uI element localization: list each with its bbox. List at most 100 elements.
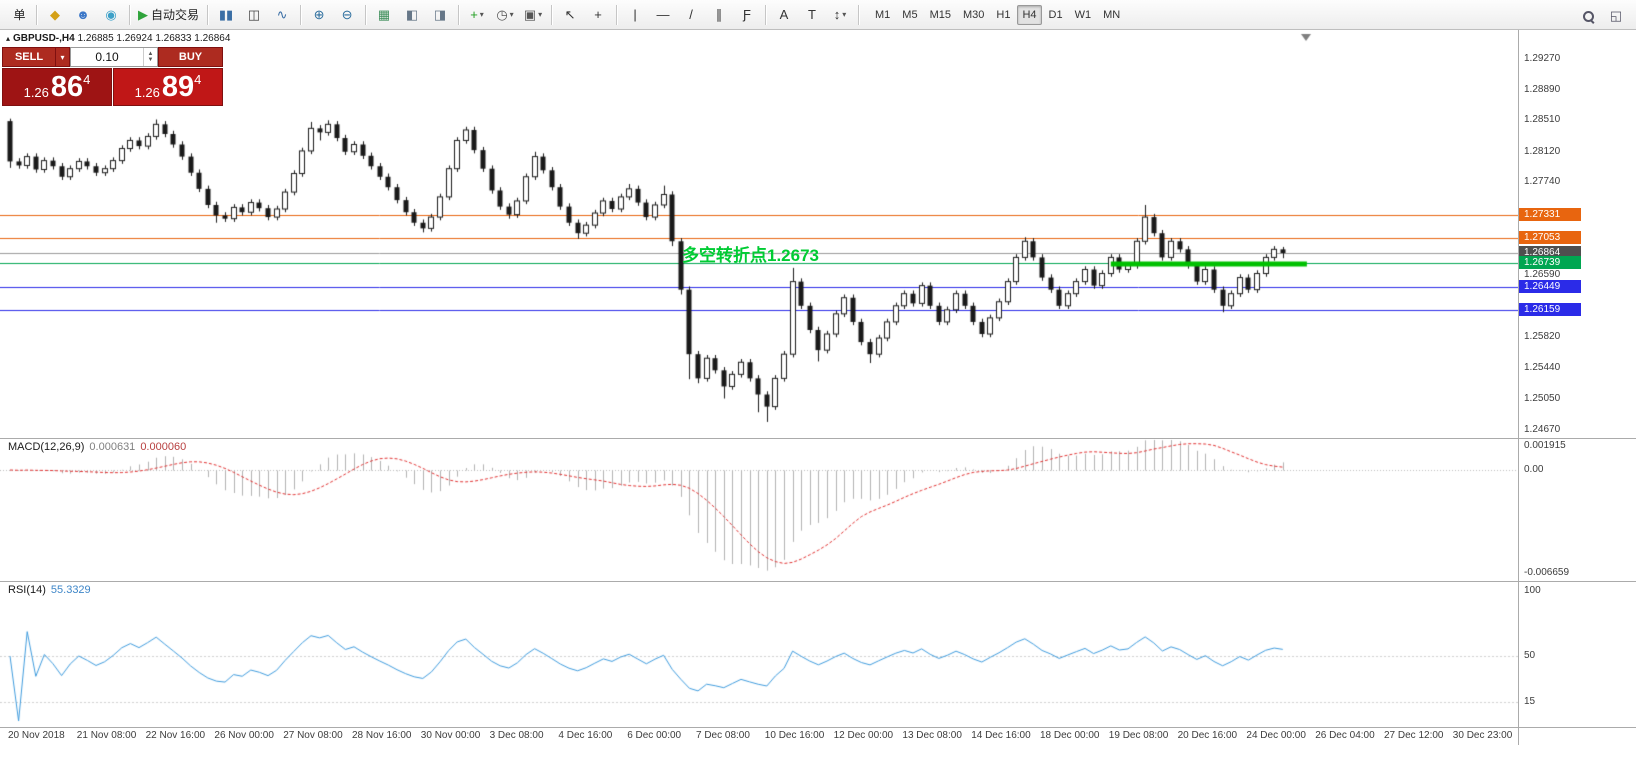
new-chart-icon: + <box>470 6 478 22</box>
time-axis-label: 22 Nov 16:00 <box>145 730 206 741</box>
profiles-button[interactable]: ◷ ▾ <box>492 3 518 27</box>
toolbar-separator <box>300 4 302 25</box>
new-order-button-label: 单 <box>13 8 26 22</box>
channel-icon[interactable]: ∥ <box>706 3 732 27</box>
window-list-button[interactable]: ◱ <box>1603 4 1629 28</box>
timeframe-m15[interactable]: M15 <box>929 8 951 21</box>
search-button[interactable] <box>1575 4 1601 28</box>
timeframe-h4[interactable]: H4 <box>1017 4 1042 25</box>
timeframe-m5[interactable]: M5 <box>902 8 918 21</box>
bid-ask-row: 1.26 86 4 1.26 89 4 <box>2 68 223 106</box>
dropdown-caret-icon[interactable]: ▾ <box>538 10 543 19</box>
horizontal-line-icon[interactable]: — <box>650 3 676 27</box>
macd-scale-label: 0.001915 <box>1524 440 1566 451</box>
ask-big-digits: 89 <box>161 71 195 103</box>
symbol-ohlc-line: ▴ GBPUSD-,H4 1.26885 1.26924 1.26833 1.26… <box>6 33 230 44</box>
time-axis-label: 14 Dec 16:00 <box>971 730 1031 741</box>
text-icon[interactable]: A <box>771 3 797 27</box>
profile-icon[interactable]: ☻ <box>70 3 96 27</box>
timeframe-mn[interactable]: MN <box>1103 8 1121 21</box>
spin-up-icon[interactable]: ▲ <box>147 51 154 57</box>
bid-price-box[interactable]: 1.26 86 4 <box>2 68 112 106</box>
price-tick-label: 1.25820 <box>1524 331 1561 343</box>
toolbar-separator <box>129 4 130 25</box>
templates-icon: ▣ <box>523 6 537 22</box>
autotrade-button[interactable]: ▶ 自动交易 <box>135 3 202 27</box>
windows-icon: ◱ <box>1609 8 1623 23</box>
new-chart-button[interactable]: + ▾ <box>464 3 490 27</box>
volume-input[interactable]: 0.10 <box>95 50 119 64</box>
ask-price-box[interactable]: 1.26 89 4 <box>113 68 223 106</box>
cascade-icon[interactable]: ◨ <box>427 3 453 27</box>
vertical-line-icon: | <box>633 6 637 22</box>
autotrade-button-label: 自动交易 <box>151 8 200 22</box>
timeframe-m30[interactable]: M30 <box>962 8 985 21</box>
rsi-value: 55.3329 <box>50 584 91 596</box>
dropdown-caret-icon[interactable]: ▾ <box>842 10 847 19</box>
price-tick-label: 1.24670 <box>1524 424 1561 435</box>
time-axis-label: 13 Dec 08:00 <box>902 730 962 741</box>
templates-button[interactable]: ▣ ▾ <box>520 3 546 27</box>
timeframe-m1[interactable]: M1 <box>875 8 891 21</box>
terminal-icon[interactable]: ◉ <box>98 3 124 27</box>
rsi-panel-canvas[interactable] <box>0 581 1518 727</box>
price-chart-canvas[interactable] <box>0 30 1518 438</box>
bid-big-digits: 86 <box>50 71 84 103</box>
macd-panel-canvas[interactable] <box>0 438 1518 581</box>
zoom-out-icon: ⊖ <box>341 6 353 22</box>
dropdown-caret-icon[interactable]: ▾ <box>479 10 484 19</box>
zoom-in-icon[interactable]: ⊕ <box>306 3 332 27</box>
tile-windows-icon: ▦ <box>377 6 391 22</box>
line-chart-icon[interactable]: ∿ <box>269 3 295 27</box>
price-marker-label: 1.26449 <box>1519 279 1581 293</box>
tile-windows-icon[interactable]: ▦ <box>371 3 397 27</box>
price-tick-label: 1.29270 <box>1524 53 1561 64</box>
collapse-icon[interactable]: ▴ <box>6 34 11 43</box>
price-marker-label: 1.27053 <box>1519 230 1581 244</box>
macd-signal-value: 0.000060 <box>140 441 187 453</box>
panel-divider[interactable] <box>0 581 1636 582</box>
cursor-icon[interactable]: ↖ <box>557 3 583 27</box>
sell-options-caret-icon[interactable]: ▾ <box>56 47 70 67</box>
crosshair-icon: + <box>594 6 602 22</box>
zoom-out-icon[interactable]: ⊖ <box>334 3 360 27</box>
price-tick-label: 1.28890 <box>1524 83 1561 95</box>
price-tick-label: 1.25050 <box>1524 393 1561 405</box>
macd-value: 0.000631 <box>89 441 136 453</box>
candlestick-chart-icon[interactable]: ◫ <box>241 3 267 27</box>
time-axis-label: 27 Nov 08:00 <box>283 730 343 741</box>
vertical-line-icon[interactable]: | <box>622 3 648 27</box>
trendline-icon[interactable]: / <box>678 3 704 27</box>
time-axis-label: 12 Dec 00:00 <box>833 730 894 741</box>
buy-button[interactable]: BUY <box>158 47 223 67</box>
dropdown-caret-icon[interactable]: ▾ <box>509 10 514 19</box>
toolbar-separator <box>858 4 860 25</box>
new-order-button[interactable]: 单 <box>5 3 31 27</box>
toolbar-separator <box>765 4 767 25</box>
bar-chart-icon: ▮▮ <box>218 6 234 22</box>
time-axis-label: 4 Dec 16:00 <box>558 730 613 741</box>
arrows-icon[interactable]: ↕ ▾ <box>827 3 853 27</box>
crosshair-icon[interactable]: + <box>585 3 611 27</box>
timeframe-w1[interactable]: W1 <box>1074 8 1092 21</box>
volume-spinner[interactable]: ▲ ▼ <box>143 48 157 66</box>
panel-divider[interactable] <box>0 438 1636 439</box>
price-tick-label: 1.28510 <box>1524 114 1561 126</box>
timeframe-d1[interactable]: D1 <box>1048 8 1063 21</box>
timeframe-h1[interactable]: H1 <box>996 8 1011 21</box>
toolbar-separator <box>207 4 209 25</box>
time-axis-label: 28 Nov 16:00 <box>352 730 412 741</box>
auto-arrange-icon[interactable]: ◧ <box>399 3 425 27</box>
bar-chart-icon[interactable]: ▮▮ <box>213 3 239 27</box>
fibonacci-icon[interactable]: Ƒ <box>734 3 760 27</box>
symbol-label: GBPUSD-,H4 <box>13 33 75 44</box>
market-watch-icon[interactable]: ◆ <box>42 3 68 27</box>
market-watch-icon: ◆ <box>50 6 60 22</box>
time-axis-label: 3 Dec 08:00 <box>489 730 544 741</box>
time-axis-label: 26 Nov 00:00 <box>214 730 274 741</box>
text-label-icon[interactable]: T <box>799 3 825 27</box>
spin-down-icon[interactable]: ▼ <box>147 57 154 63</box>
sell-button[interactable]: SELL <box>2 47 56 67</box>
text-label-icon: T <box>808 6 816 22</box>
